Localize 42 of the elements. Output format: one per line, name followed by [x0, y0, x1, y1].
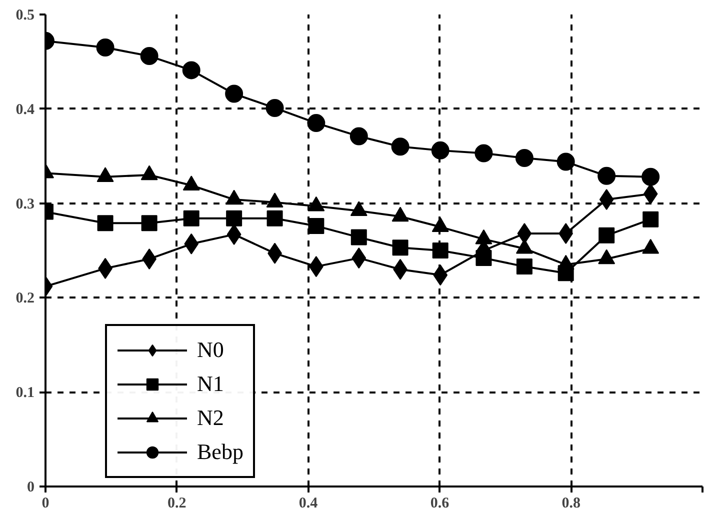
point — [308, 218, 324, 234]
point — [516, 258, 532, 275]
point — [642, 211, 659, 228]
y-tick-label: 0.5 — [16, 8, 34, 24]
x-tick-label: 0.8 — [562, 496, 580, 512]
point — [432, 242, 448, 258]
y-tick-label: 0.1 — [16, 385, 34, 402]
point — [598, 227, 615, 244]
y-tick-label: 0.4 — [16, 102, 35, 118]
point — [474, 144, 493, 162]
point — [96, 38, 114, 57]
point — [642, 168, 660, 186]
point — [392, 240, 408, 256]
point — [431, 141, 450, 160]
point — [598, 166, 616, 185]
point — [266, 210, 283, 226]
x-tick-label: 0.2 — [168, 496, 186, 512]
legend-label: N2 — [197, 405, 224, 431]
point — [307, 114, 326, 132]
point — [391, 138, 410, 156]
y-tick-label: 0 — [27, 480, 34, 496]
point — [476, 250, 492, 266]
x-tick-label: 0.6 — [430, 496, 450, 512]
x-tick-label: 0.4 — [298, 496, 318, 512]
point — [515, 149, 534, 167]
y-tick-label: 0.3 — [16, 196, 34, 212]
point — [226, 210, 242, 226]
point — [350, 229, 367, 246]
x-tick-label: 0 — [42, 496, 50, 512]
point — [141, 215, 158, 232]
legend-label: N1 — [197, 371, 224, 397]
point — [225, 84, 244, 103]
point — [183, 210, 200, 226]
point — [140, 47, 158, 66]
legend-label: N0 — [197, 337, 224, 363]
point — [182, 61, 200, 80]
legend-label: Bebp — [197, 439, 244, 465]
point — [266, 98, 284, 117]
point — [556, 152, 575, 171]
y-tick-label: 0.2 — [16, 290, 34, 307]
point — [350, 127, 368, 146]
point — [97, 215, 114, 232]
